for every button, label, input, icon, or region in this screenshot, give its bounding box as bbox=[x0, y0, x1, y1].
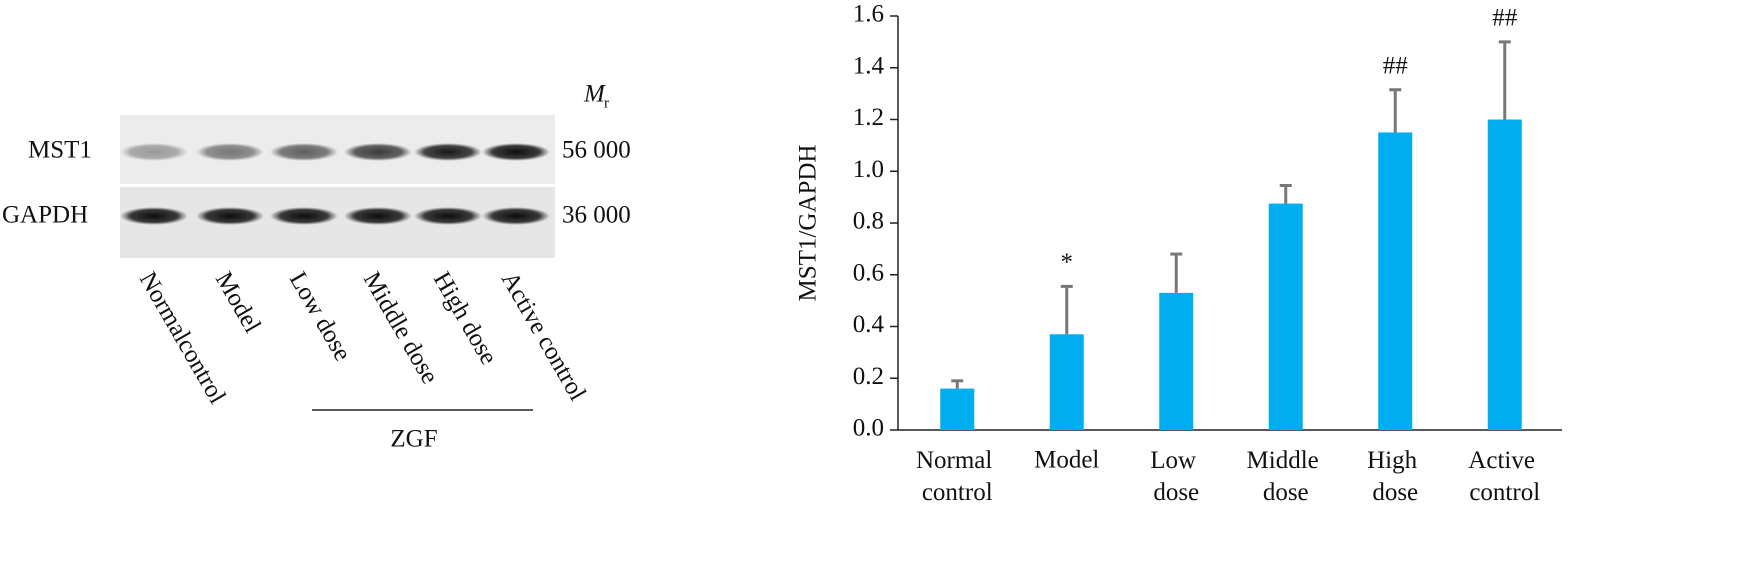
band bbox=[196, 143, 264, 161]
annotation: ## bbox=[1383, 52, 1409, 79]
band bbox=[120, 143, 188, 161]
annotation: ## bbox=[1492, 5, 1518, 32]
band bbox=[482, 143, 550, 161]
mw-subscript: r bbox=[604, 95, 609, 111]
band bbox=[196, 207, 264, 225]
row-label: GAPDH bbox=[2, 202, 88, 229]
y-axis-label: MST1/GAPDH bbox=[795, 145, 822, 302]
weight-label: 56 000 bbox=[562, 137, 631, 164]
y-tick-label: 0.0 bbox=[853, 415, 884, 442]
bar bbox=[940, 388, 975, 430]
x-tick-label: Model bbox=[1034, 447, 1099, 474]
bar bbox=[1049, 334, 1084, 430]
y-tick-label: 0.8 bbox=[853, 208, 884, 235]
weight-label: 36 000 bbox=[562, 202, 631, 229]
x-tick-label: Normal control bbox=[916, 447, 999, 506]
annotation: * bbox=[1061, 249, 1074, 276]
row-label: MST1 bbox=[28, 137, 92, 164]
bar bbox=[1268, 203, 1303, 430]
blot-panel bbox=[120, 187, 555, 258]
lane-label: Active control bbox=[496, 267, 591, 405]
mw-symbol: M bbox=[583, 81, 606, 108]
band bbox=[344, 207, 412, 225]
y-tick-label: 1.4 bbox=[853, 52, 885, 79]
y-tick-label: 1.2 bbox=[853, 104, 884, 131]
x-tick-label: Middle dose bbox=[1247, 447, 1325, 506]
x-tick-label: Low dose bbox=[1150, 447, 1202, 506]
band bbox=[270, 207, 338, 225]
y-tick-label: 0.4 bbox=[853, 311, 885, 338]
bar bbox=[1487, 119, 1522, 430]
band bbox=[414, 143, 482, 161]
blot-panel bbox=[120, 115, 555, 184]
band bbox=[270, 143, 338, 161]
lane-label: High dose bbox=[428, 267, 502, 369]
x-tick-label: Active control bbox=[1468, 447, 1541, 506]
y-tick-label: 0.6 bbox=[853, 259, 884, 286]
band bbox=[482, 207, 550, 225]
y-tick-label: 0.2 bbox=[853, 363, 884, 390]
lane-label: Low dose bbox=[284, 267, 356, 365]
y-tick-label: 1.6 bbox=[853, 1, 884, 28]
group-label: ZGF bbox=[390, 426, 437, 453]
lane-label: Model bbox=[210, 267, 266, 337]
bar bbox=[1159, 292, 1194, 430]
x-tick-label: High dose bbox=[1367, 447, 1423, 506]
band bbox=[120, 207, 188, 225]
band bbox=[344, 143, 412, 161]
band bbox=[414, 207, 482, 225]
y-tick-label: 1.0 bbox=[853, 156, 884, 183]
bar bbox=[1378, 132, 1413, 430]
